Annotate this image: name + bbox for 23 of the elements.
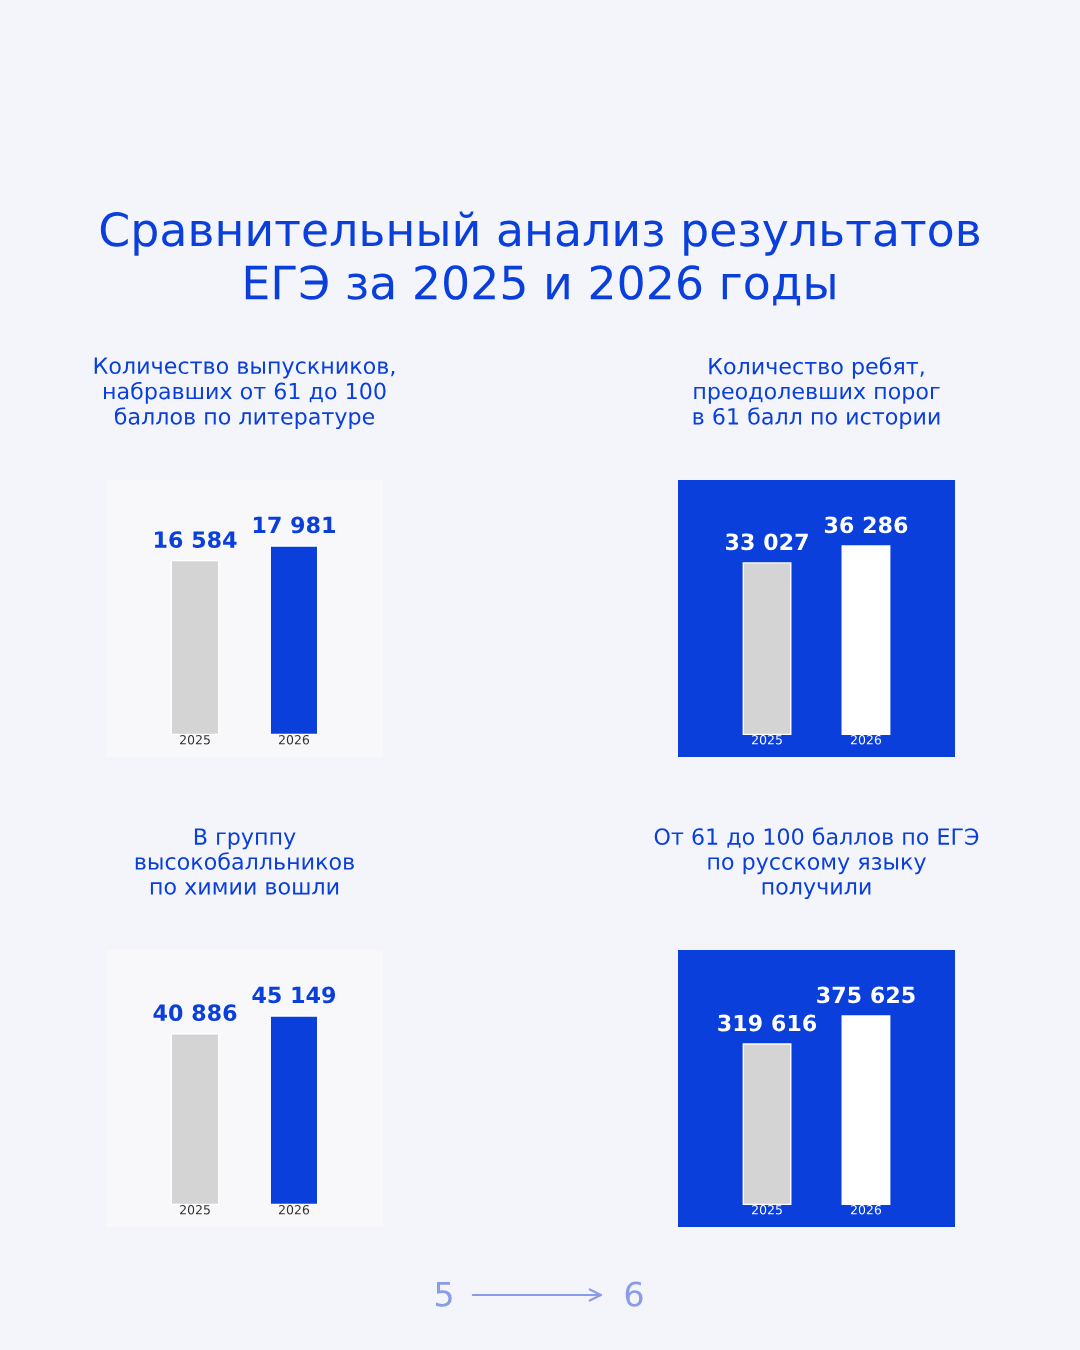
x-tick-label: 2025	[752, 735, 782, 745]
x-tick-label: 2026	[850, 1205, 882, 1215]
x-tick-label: 2026	[278, 735, 310, 745]
text: 5	[435, 1281, 452, 1307]
data-label: 33 027	[726, 533, 808, 551]
x-tick-label: 2026	[850, 735, 882, 745]
data-label: 36 286	[824, 516, 908, 534]
x-tick-label: 2025	[180, 1205, 210, 1215]
data-label: 17 981	[253, 516, 335, 534]
x-tick-label: 2025	[180, 735, 210, 745]
text: 6	[625, 1281, 643, 1307]
data-label: 40 886	[153, 1004, 237, 1022]
chart-title: В группу высокобалльников по химии вошли	[135, 828, 354, 895]
chart-title: Количество выпускников, набравших от 61 до 100 баллов по литературе	[94, 357, 395, 430]
data-label: 45 149	[252, 986, 336, 1004]
data-label: 16 584	[155, 531, 237, 548]
chart-title: От 61 до 100 баллов по ЕГЭ по русскому языку получили	[654, 827, 979, 900]
data-label: 319 616	[718, 1014, 817, 1032]
chart-title: Количество ребят, преодолевших порог в 61 балл по истории	[693, 356, 940, 430]
data-label: 375 625	[817, 986, 915, 1004]
x-tick-label: 2025	[752, 1205, 782, 1215]
x-tick-label: 2026	[278, 1205, 310, 1215]
text: Сравнительный анализ результатов ЕГЭ за 2025 и 2026 годы	[100, 211, 980, 306]
